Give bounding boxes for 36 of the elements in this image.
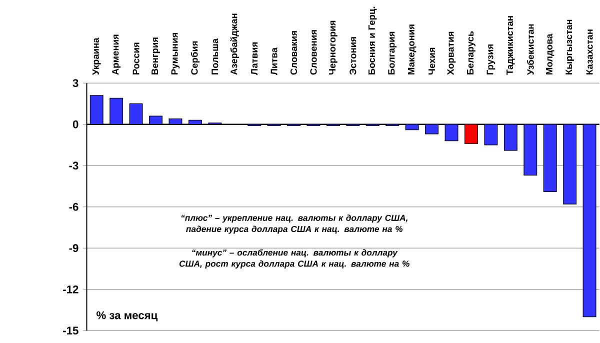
- x-tick-label: Казахстан: [586, 30, 593, 74]
- x-tick-label: Грузия: [486, 44, 496, 74]
- x-tick-label: Словакия: [290, 31, 298, 75]
- x-tick-label: Украина: [92, 38, 101, 76]
- y-tick-label: -6: [69, 202, 78, 211]
- x-tick-label: Болгария: [388, 32, 397, 74]
- x-tick-label: Польша: [212, 38, 218, 74]
- x-tick-label: Чехия: [428, 48, 436, 75]
- y-tick-label: -12: [63, 285, 78, 294]
- x-tick-label: Узбекистан: [526, 24, 534, 76]
- x-tick-label: Босния и Герц.: [368, 6, 377, 74]
- annotation: “плюс” – укрепление нац. валюты к доллару США, падение курса доллара США к нац. валюте на %: [181, 214, 408, 234]
- y-tick-label: -15: [63, 326, 78, 334]
- x-tick-label: Румыния: [171, 32, 180, 74]
- x-tick-label: Таджикистан: [506, 16, 515, 75]
- x-tick-label: Черногория: [329, 20, 338, 75]
- y-tick-label: 3: [72, 79, 78, 88]
- y-tick-label: -9: [69, 244, 78, 252]
- y-axis-title: % за месяц: [96, 311, 158, 322]
- x-tick-label: Кыргызстан: [566, 20, 574, 74]
- y-tick-label: 0: [72, 120, 78, 128]
- x-tick-label: Молдова: [546, 34, 554, 74]
- x-tick-label: Армения: [112, 34, 120, 75]
- x-tick-label: Хорватия: [447, 32, 456, 75]
- x-tick-label: Литва: [270, 47, 278, 75]
- x-tick-label: Сербия: [190, 41, 200, 75]
- x-tick-label: Азербайджан: [230, 14, 240, 75]
- x-tick-label: Венгрия: [152, 38, 160, 74]
- x-tick-label: Латвия: [251, 42, 258, 75]
- x-tick-label: Россия: [132, 42, 140, 74]
- x-tick-label: Македония: [408, 24, 416, 74]
- x-tick-label: Словения: [310, 30, 317, 75]
- y-tick-label: -3: [69, 162, 78, 170]
- x-tick-label: Беларусь: [467, 31, 476, 74]
- annotation: “минус” – ослабление нац. валюты к доллару США, рост курса доллара США к нац. валюте на %: [179, 249, 410, 268]
- x-tick-label: Эстония: [350, 37, 356, 75]
